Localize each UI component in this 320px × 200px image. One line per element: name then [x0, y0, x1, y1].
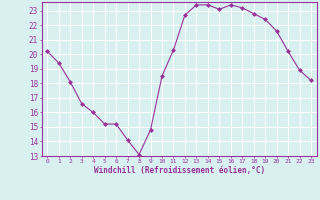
X-axis label: Windchill (Refroidissement éolien,°C): Windchill (Refroidissement éolien,°C) [94, 166, 265, 175]
